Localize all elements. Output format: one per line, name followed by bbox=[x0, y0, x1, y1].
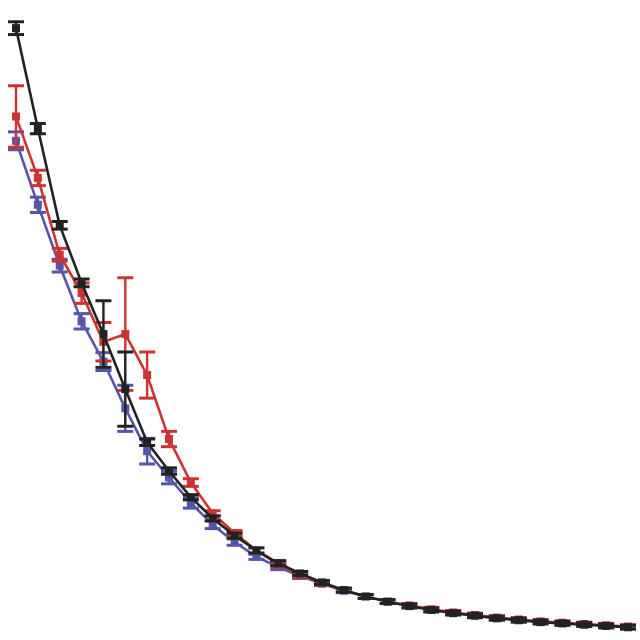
data-point bbox=[558, 619, 566, 627]
data-point bbox=[34, 125, 42, 133]
data-point bbox=[274, 559, 282, 567]
data-point bbox=[121, 330, 129, 338]
series-2 bbox=[8, 132, 636, 631]
data-point bbox=[537, 618, 545, 626]
data-point bbox=[231, 532, 239, 540]
data-point bbox=[471, 612, 479, 620]
data-point bbox=[34, 174, 42, 182]
data-point bbox=[165, 435, 173, 443]
data-point bbox=[78, 317, 86, 325]
data-point bbox=[602, 622, 610, 630]
data-point bbox=[78, 279, 86, 287]
data-point bbox=[340, 586, 348, 594]
data-point bbox=[12, 112, 20, 120]
data-point bbox=[143, 438, 151, 446]
data-point bbox=[121, 385, 129, 393]
data-point bbox=[318, 578, 326, 586]
data-point bbox=[252, 546, 260, 554]
series-line-2 bbox=[16, 141, 628, 627]
data-point bbox=[187, 493, 195, 501]
data-point bbox=[56, 262, 64, 270]
data-point bbox=[580, 621, 588, 629]
data-point bbox=[165, 467, 173, 475]
series-line-0 bbox=[16, 28, 628, 627]
series-0 bbox=[8, 22, 636, 631]
data-point bbox=[384, 598, 392, 606]
data-point bbox=[34, 201, 42, 209]
data-point bbox=[493, 614, 501, 622]
data-point bbox=[143, 447, 151, 455]
data-point bbox=[362, 592, 370, 600]
data-point bbox=[624, 623, 632, 631]
series-layer bbox=[8, 22, 636, 631]
data-point bbox=[99, 330, 107, 338]
data-point bbox=[449, 609, 457, 617]
data-point bbox=[427, 606, 435, 614]
data-point bbox=[405, 602, 413, 610]
data-point bbox=[12, 24, 20, 32]
data-point bbox=[143, 371, 151, 379]
data-point bbox=[515, 616, 523, 624]
data-point bbox=[56, 251, 64, 259]
data-point bbox=[209, 514, 217, 522]
data-point bbox=[187, 479, 195, 487]
data-point bbox=[56, 221, 64, 229]
data-point bbox=[296, 569, 304, 577]
